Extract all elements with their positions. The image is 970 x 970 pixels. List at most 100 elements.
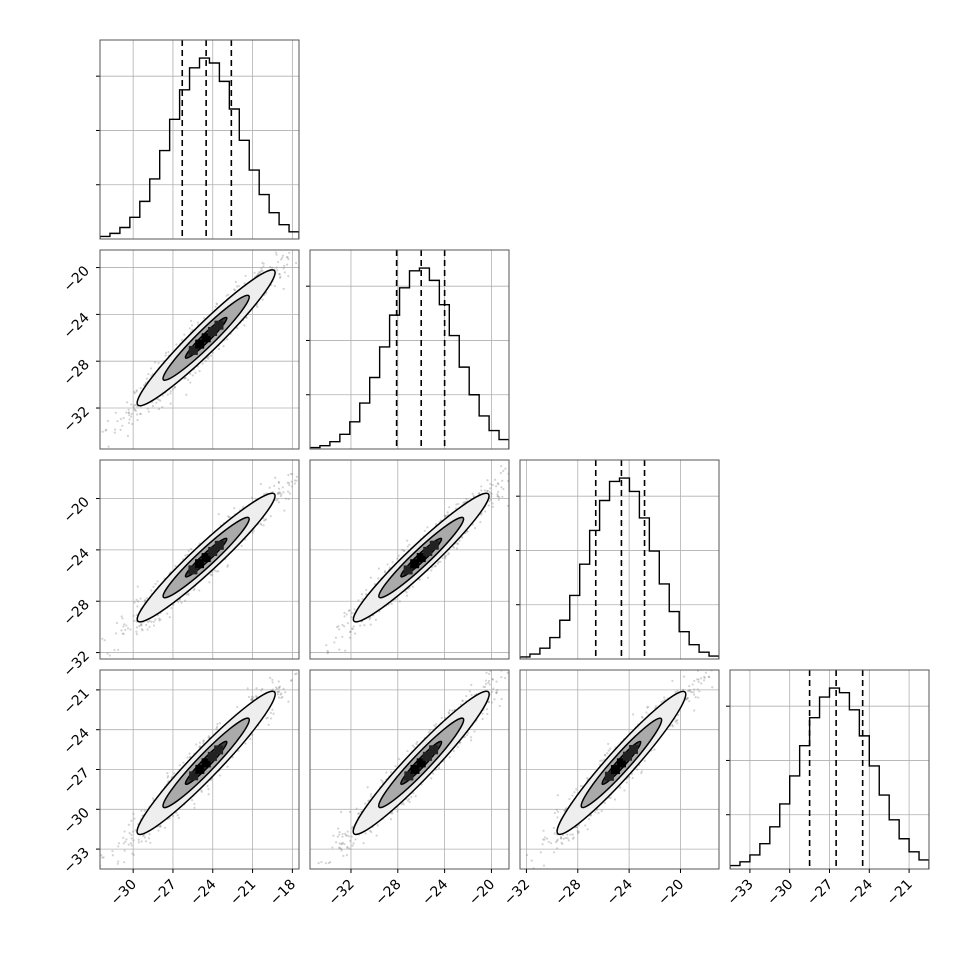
sample-point bbox=[132, 812, 135, 815]
sample-point bbox=[233, 506, 236, 510]
sample-point bbox=[462, 501, 465, 505]
sample-point bbox=[103, 639, 106, 642]
sample-point bbox=[234, 280, 237, 284]
sample-point bbox=[186, 756, 189, 759]
sample-point bbox=[491, 483, 494, 487]
sample-point bbox=[130, 844, 133, 847]
sample-point bbox=[227, 515, 231, 519]
sample-point bbox=[262, 524, 265, 527]
sample-point bbox=[289, 472, 293, 476]
sample-point bbox=[260, 523, 263, 526]
sample-point bbox=[473, 527, 477, 530]
sample-point bbox=[288, 251, 291, 255]
sample-point bbox=[288, 483, 291, 487]
sample-point bbox=[262, 262, 265, 265]
sample-point bbox=[125, 838, 128, 841]
sample-point bbox=[164, 351, 168, 354]
sample-point bbox=[264, 518, 267, 521]
sample-point bbox=[150, 589, 153, 592]
sample-point bbox=[444, 514, 447, 517]
sample-point bbox=[349, 630, 352, 634]
sample-point bbox=[408, 543, 411, 546]
sample-point bbox=[166, 771, 169, 775]
sample-point bbox=[251, 531, 254, 534]
sample-point bbox=[480, 489, 483, 492]
sample-point bbox=[127, 843, 130, 846]
sample-point bbox=[152, 620, 156, 623]
y-tick-label: −24 bbox=[61, 545, 93, 577]
density-peak bbox=[188, 345, 198, 355]
sample-point bbox=[157, 398, 160, 401]
sample-point bbox=[159, 824, 162, 827]
sample-point bbox=[114, 411, 117, 414]
sample-point bbox=[277, 491, 280, 494]
sample-point bbox=[127, 411, 130, 414]
sample-point bbox=[189, 372, 192, 375]
histogram-line bbox=[520, 477, 719, 659]
sample-point bbox=[352, 625, 355, 628]
sample-point bbox=[426, 576, 430, 579]
sample-point bbox=[152, 585, 155, 588]
sample-point bbox=[436, 562, 439, 565]
sample-point bbox=[444, 555, 447, 558]
sample-point bbox=[139, 597, 142, 600]
sample-point bbox=[157, 408, 161, 411]
sample-point bbox=[338, 628, 341, 631]
sample-point bbox=[159, 399, 162, 402]
sample-point bbox=[226, 564, 230, 567]
sample-point bbox=[149, 841, 152, 844]
panel-frame bbox=[99, 459, 300, 660]
sample-point bbox=[133, 619, 136, 622]
sample-point bbox=[261, 298, 264, 301]
sample-point bbox=[434, 523, 438, 526]
sample-point bbox=[284, 497, 288, 500]
sample-point bbox=[502, 488, 505, 491]
sample-point bbox=[198, 741, 201, 744]
sample-point bbox=[286, 481, 289, 484]
sample-point bbox=[264, 518, 268, 521]
sample-point bbox=[402, 549, 405, 552]
sample-point bbox=[196, 321, 200, 324]
sample-point bbox=[257, 271, 260, 274]
sample-point bbox=[250, 697, 253, 701]
sample-point bbox=[269, 676, 272, 679]
sample-point bbox=[326, 649, 329, 653]
sample-point bbox=[130, 403, 133, 406]
sample-point bbox=[75, 458, 77, 460]
sample-point bbox=[146, 407, 149, 410]
y-tick-label: −20 bbox=[61, 263, 93, 295]
sample-point bbox=[122, 632, 125, 635]
sample-point bbox=[121, 632, 124, 635]
sample-point bbox=[489, 498, 492, 501]
sample-point bbox=[455, 547, 459, 550]
sample-point bbox=[145, 597, 148, 600]
histogram-panel-1 bbox=[306, 249, 510, 450]
sample-point bbox=[140, 622, 143, 625]
sample-point bbox=[495, 485, 498, 488]
panel-frame bbox=[99, 39, 300, 240]
sample-point bbox=[135, 633, 139, 636]
sample-point bbox=[444, 557, 447, 560]
sample-point bbox=[250, 698, 253, 701]
sample-point bbox=[122, 416, 125, 420]
sample-point bbox=[273, 484, 276, 487]
sample-point bbox=[282, 267, 285, 270]
sample-point bbox=[121, 617, 124, 620]
sample-point bbox=[274, 251, 278, 254]
sample-point bbox=[279, 276, 282, 279]
sample-point bbox=[477, 492, 481, 495]
sample-point bbox=[269, 515, 272, 518]
sample-point bbox=[334, 636, 338, 639]
density-peak bbox=[214, 540, 224, 550]
y-tick-label: −28 bbox=[61, 597, 93, 629]
sample-point bbox=[157, 361, 160, 365]
sample-point bbox=[141, 629, 144, 632]
sample-point bbox=[343, 615, 346, 618]
sample-point bbox=[173, 385, 176, 389]
sample-point bbox=[243, 324, 246, 327]
sample-point bbox=[359, 624, 362, 627]
sample-point bbox=[439, 560, 442, 563]
sample-point bbox=[237, 284, 240, 288]
sample-point bbox=[146, 628, 149, 631]
sample-point bbox=[122, 625, 125, 628]
